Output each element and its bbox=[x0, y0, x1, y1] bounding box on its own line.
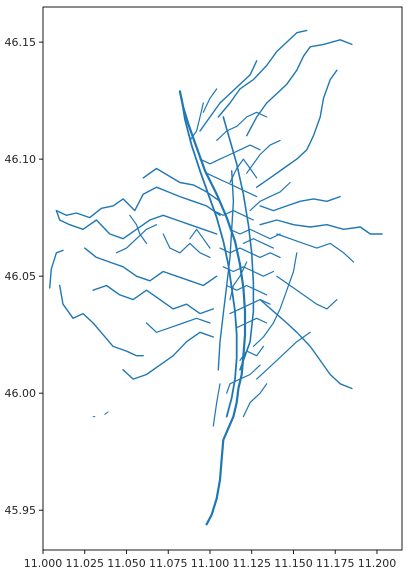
road-segment-43 bbox=[239, 345, 264, 361]
road-segment-48 bbox=[189, 228, 211, 249]
y-tick-label-1: 46.00 bbox=[5, 387, 37, 400]
road-segment-46 bbox=[115, 224, 158, 254]
road-segment-21 bbox=[276, 275, 338, 310]
road-segment-29 bbox=[216, 111, 268, 141]
road-segment-32 bbox=[226, 284, 268, 296]
road-segment-4 bbox=[49, 249, 64, 289]
x-tick-label-6: 11.150 bbox=[274, 557, 313, 570]
road-segment-34 bbox=[212, 210, 254, 221]
road-segment-8 bbox=[142, 167, 221, 203]
road-segment-0 bbox=[178, 90, 247, 526]
x-tick-label-7: 11.175 bbox=[316, 557, 355, 570]
x-tick-label-2: 11.050 bbox=[107, 557, 146, 570]
road-segment-49 bbox=[104, 411, 109, 415]
x-tick-label-3: 11.075 bbox=[149, 557, 188, 570]
road-segment-45 bbox=[162, 233, 211, 258]
y-tick-label-4: 46.15 bbox=[5, 36, 37, 49]
road-segment-9 bbox=[83, 247, 218, 287]
x-axis: 11.000 11.025 11.050 11.075 11.100 11.125 11.1… bbox=[24, 550, 396, 570]
road-segment-28 bbox=[206, 172, 258, 198]
y-axis: 45.95 46.00 46.05 46.10 46.15 bbox=[5, 36, 43, 517]
road-segment-30 bbox=[219, 247, 281, 258]
road-segment-25 bbox=[242, 383, 268, 418]
road-segment-38 bbox=[189, 102, 204, 141]
road-segment-3 bbox=[217, 170, 235, 371]
road-segment-16 bbox=[199, 60, 258, 132]
x-tick-label-4: 11.100 bbox=[191, 557, 230, 570]
road-segment-26 bbox=[226, 364, 261, 394]
road-segment-31 bbox=[222, 266, 274, 277]
y-tick-label-3: 46.10 bbox=[5, 153, 37, 166]
road-segment-15 bbox=[217, 29, 308, 118]
road-segment-14 bbox=[245, 39, 353, 137]
road-segment-23 bbox=[252, 252, 298, 347]
road-segment-27 bbox=[199, 144, 261, 165]
road-segment-47 bbox=[129, 214, 148, 244]
road-segment-2 bbox=[222, 116, 255, 371]
x-tick-label-8: 11.200 bbox=[358, 557, 397, 570]
road-segment-44 bbox=[229, 261, 248, 301]
road-segment-36 bbox=[229, 299, 271, 315]
road-segment-39 bbox=[229, 158, 258, 184]
road-segment-37 bbox=[202, 88, 218, 113]
road-segment-35 bbox=[236, 317, 268, 329]
plot-lines bbox=[49, 29, 383, 526]
road-segment-33 bbox=[229, 228, 281, 240]
y-tick-label-2: 46.05 bbox=[5, 270, 37, 283]
road-segment-5 bbox=[59, 284, 144, 357]
road-segment-10 bbox=[92, 284, 215, 315]
x-tick-label-0: 11.000 bbox=[24, 557, 63, 570]
x-tick-label-5: 11.125 bbox=[232, 557, 271, 570]
road-segment-6 bbox=[55, 186, 221, 219]
road-segment-24 bbox=[212, 383, 221, 427]
road-segment-41 bbox=[249, 181, 291, 212]
road-segment-20 bbox=[259, 298, 353, 390]
road-segment-7 bbox=[55, 209, 218, 240]
x-tick-label-1: 11.025 bbox=[65, 557, 104, 570]
y-tick-label-0: 45.95 bbox=[5, 504, 37, 517]
road-segment-40 bbox=[246, 139, 281, 174]
road-segment-22 bbox=[256, 331, 311, 380]
road-segment-42 bbox=[242, 238, 274, 249]
road-segment-17 bbox=[259, 195, 341, 212]
road-segment-19 bbox=[276, 233, 355, 263]
road-segment-1 bbox=[180, 97, 238, 418]
axes-frame bbox=[42, 6, 403, 551]
road-segment-13 bbox=[256, 69, 338, 188]
road-segment-18 bbox=[259, 219, 383, 235]
road-segment-11 bbox=[122, 331, 215, 380]
road-segment-12 bbox=[145, 317, 211, 333]
